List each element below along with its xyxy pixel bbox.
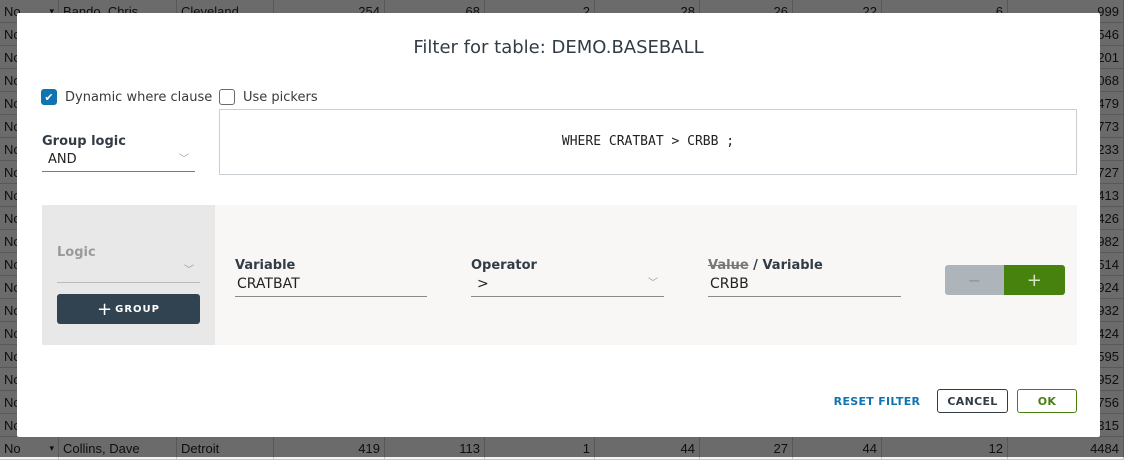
value-input[interactable]: CRBB [708, 273, 901, 297]
reset-filter-button[interactable]: RESET FILTER [833, 394, 921, 408]
dialog-title: Filter for table: DEMO.BASEBALL [413, 37, 704, 58]
group-logic-select[interactable]: AND ﹀ [42, 150, 195, 172]
dynamic-where-label: Dynamic where clause [65, 89, 213, 105]
remove-condition-button[interactable]: − [945, 265, 1004, 295]
operator-value: > [477, 276, 489, 292]
variable-label-part: / Variable [748, 258, 823, 273]
variable-input[interactable]: CRATBAT [235, 273, 427, 297]
logic-select[interactable]: ﹀ [57, 261, 200, 283]
group-logic-value: AND [48, 152, 77, 167]
chevron-down-icon: ﹀ [179, 154, 189, 165]
operator-select[interactable]: > ﹀ [471, 273, 664, 297]
operator-label: Operator [471, 258, 537, 273]
logic-label: Logic [57, 245, 96, 260]
group-logic-label: Group logic [42, 134, 126, 149]
chevron-down-icon: ﹀ [184, 265, 194, 276]
variable-label: Variable [235, 258, 296, 273]
logic-pane: Logic ﹀ + GROUP [42, 205, 215, 345]
add-condition-button[interactable]: + [1004, 265, 1065, 295]
cancel-button[interactable]: CANCEL [937, 389, 1008, 413]
value-variable-label: Value / Variable [708, 258, 823, 273]
use-pickers-checkbox[interactable]: Use pickers [219, 89, 318, 105]
plus-icon: + [97, 298, 114, 320]
ok-button[interactable]: OK [1017, 389, 1077, 413]
chevron-down-icon: ﹀ [648, 278, 658, 289]
use-pickers-label: Use pickers [243, 89, 318, 105]
checkbox-checked-icon: ✔ [41, 89, 57, 105]
add-group-button[interactable]: + GROUP [57, 294, 200, 324]
add-group-label: GROUP [115, 303, 160, 315]
where-clause-display: WHERE CRATBAT > CRBB ; [219, 109, 1077, 175]
value-label-struck: Value [708, 258, 749, 273]
checkbox-unchecked-icon [219, 89, 235, 105]
condition-row: Logic ﹀ + GROUP Variable CRATBAT Operato… [42, 205, 1077, 345]
dynamic-where-checkbox[interactable]: ✔ Dynamic where clause [41, 89, 212, 105]
filter-dialog: Filter for table: DEMO.BASEBALL ✔ Dynami… [17, 13, 1100, 437]
